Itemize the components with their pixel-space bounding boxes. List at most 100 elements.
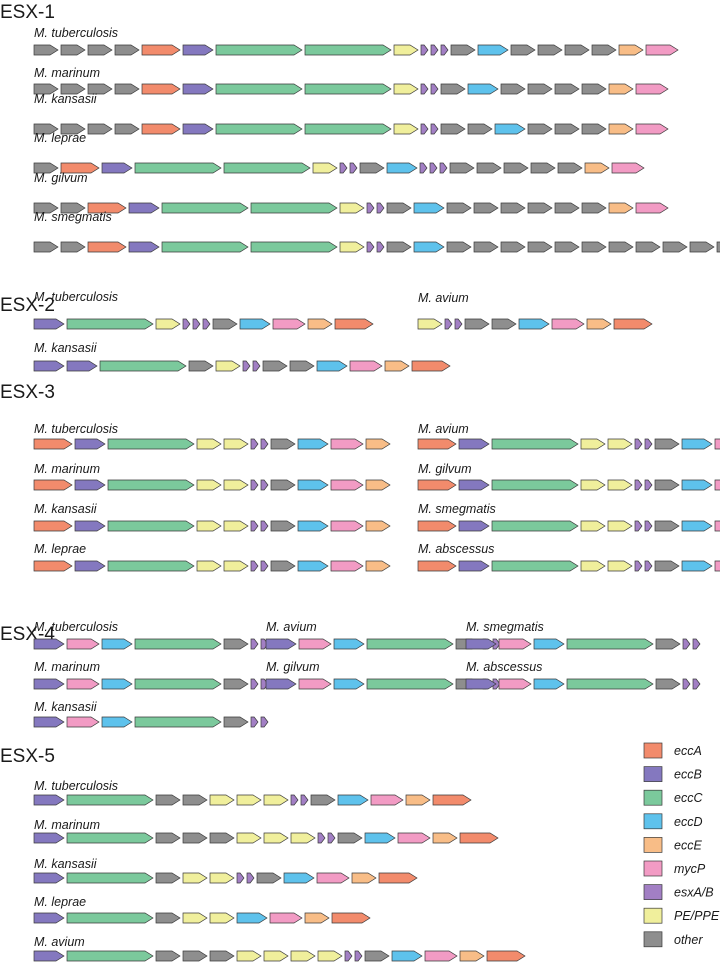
gene-c-arrow <box>66 794 154 806</box>
gene-d-arrow <box>333 678 365 690</box>
legend-label: eccB <box>674 768 702 782</box>
gene-o-arrow <box>223 638 249 650</box>
gene-o-arrow <box>289 360 315 372</box>
gene-m-arrow <box>330 560 364 572</box>
gene-o-arrow <box>270 479 296 491</box>
gene-o-arrow <box>114 123 140 135</box>
gene-a-arrow <box>33 520 73 532</box>
gene-p-arrow <box>607 479 633 491</box>
gene-o-arrow <box>182 832 208 844</box>
gene-o-arrow <box>60 241 86 253</box>
gene-p-arrow <box>263 832 289 844</box>
species-label: M. leprae <box>34 542 86 556</box>
gene-m-arrow <box>714 479 720 491</box>
gene-p-arrow <box>196 438 222 450</box>
gene-o-arrow <box>386 241 412 253</box>
gene-d-arrow <box>297 438 329 450</box>
gene-o-arrow <box>689 241 715 253</box>
gene-a-arrow <box>33 479 73 491</box>
gene-o-arrow <box>87 44 113 56</box>
gene-d-arrow <box>297 479 329 491</box>
locus-row: M. avium <box>33 935 526 962</box>
gene-o-arrow <box>554 83 580 95</box>
gene-x-arrow <box>260 560 269 572</box>
gene-x-arrow <box>634 520 643 532</box>
gene-p-arrow <box>317 950 343 962</box>
gene-c-arrow <box>366 678 454 690</box>
gene-o-arrow <box>581 241 607 253</box>
species-label: M. marinum <box>34 462 100 476</box>
gene-m-arrow <box>370 794 404 806</box>
gene-c-arrow <box>491 520 579 532</box>
species-label: M. marinum <box>34 66 100 80</box>
gene-o-arrow <box>256 872 282 884</box>
legend-label: eccC <box>674 791 703 805</box>
locus-row: M. kansasii <box>33 502 391 532</box>
legend-swatch <box>643 742 663 759</box>
gene-x-arrow <box>250 678 259 690</box>
gene-o-arrow <box>114 83 140 95</box>
gene-e-arrow <box>459 950 485 962</box>
gene-b-arrow <box>33 716 65 728</box>
gene-b-arrow <box>101 162 133 174</box>
locus-row: M. avium <box>265 620 501 650</box>
gene-m-arrow <box>330 438 364 450</box>
gene-x-arrow <box>376 202 385 214</box>
gene-b-arrow <box>33 872 65 884</box>
legend-swatch <box>643 884 663 900</box>
species-label: M. gilvum <box>418 462 471 476</box>
gene-c-arrow <box>66 318 154 330</box>
gene-c-arrow <box>566 638 654 650</box>
gene-c-arrow <box>107 479 195 491</box>
gene-x-arrow <box>327 832 336 844</box>
gene-o-arrow <box>440 83 466 95</box>
gene-o-arrow <box>527 241 553 253</box>
gene-c-arrow <box>107 438 195 450</box>
gene-p-arrow <box>263 794 289 806</box>
gene-o-arrow <box>364 950 390 962</box>
gene-e-arrow <box>608 83 634 95</box>
gene-b-arrow <box>128 241 160 253</box>
gene-e-arrow <box>608 123 634 135</box>
legend-item: esxA/B <box>643 884 714 900</box>
gene-o-arrow <box>473 202 499 214</box>
gene-c-arrow <box>66 832 154 844</box>
gene-p-arrow <box>223 520 249 532</box>
section-esx-5: ESX-5 M. tuberculosis M. marinum M. kansasi… <box>0 746 526 962</box>
gene-d-arrow <box>316 360 348 372</box>
gene-x-arrow <box>454 318 463 330</box>
legend-swatch <box>643 837 663 853</box>
gene-b-arrow <box>33 832 65 844</box>
gene-o-arrow <box>510 44 536 56</box>
gene-o-arrow <box>527 123 553 135</box>
gene-c-arrow <box>215 83 303 95</box>
gene-o-arrow <box>581 202 607 214</box>
gene-x-arrow <box>250 479 259 491</box>
section-esx-1: ESX-1 M. tuberculosis M. marinum M. kansasi… <box>0 2 720 253</box>
gene-x-arrow <box>419 162 428 174</box>
gene-m-arrow <box>298 638 332 650</box>
gene-o-arrow <box>554 241 580 253</box>
gene-d-arrow <box>533 638 565 650</box>
legend-item: other <box>643 931 703 948</box>
gene-o-arrow <box>654 520 680 532</box>
gene-o-arrow <box>262 360 288 372</box>
species-label: M. leprae <box>34 895 86 909</box>
gene-m-arrow <box>424 950 458 962</box>
gene-d-arrow <box>413 241 445 253</box>
legend-swatch <box>643 860 663 877</box>
gene-a-arrow <box>417 520 457 532</box>
gene-x-arrow <box>250 560 259 572</box>
gene-a-arrow <box>141 44 181 56</box>
gene-p-arrow <box>236 832 262 844</box>
gene-p-arrow <box>580 520 606 532</box>
gene-o-arrow <box>500 83 526 95</box>
gene-a-arrow <box>417 438 457 450</box>
gene-c-arrow <box>134 678 222 690</box>
gene-o-arrow <box>182 794 208 806</box>
gene-d-arrow <box>681 438 713 450</box>
gene-c-arrow <box>107 560 195 572</box>
species-label: M. smegmatis <box>34 210 112 224</box>
gene-c-arrow <box>99 360 187 372</box>
